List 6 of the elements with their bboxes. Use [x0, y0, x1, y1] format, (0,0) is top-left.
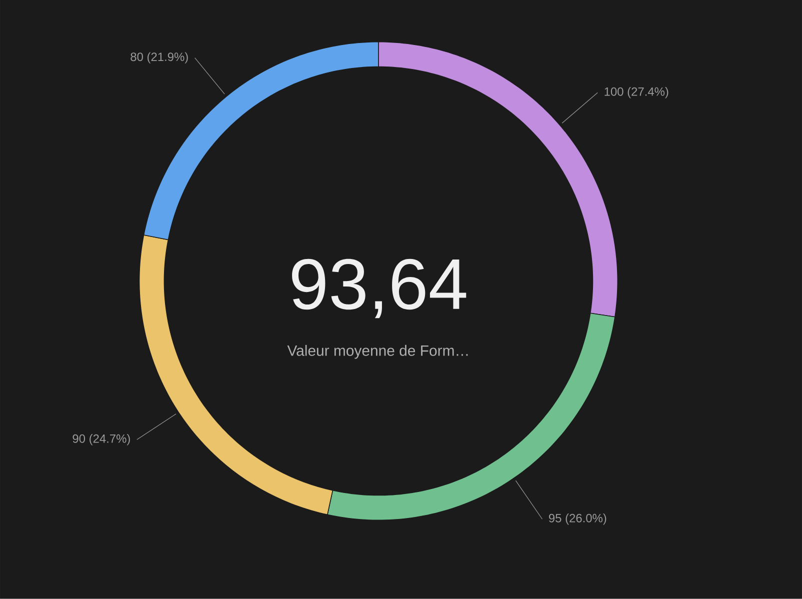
data-label: 95 (26.0%)	[548, 514, 606, 525]
text: 93,64	[292, 258, 466, 318]
text: Valeur moyenne de Form…	[287, 344, 468, 359]
data-label: 90 (24.7%)	[72, 434, 130, 446]
data-label: 80 (21.9%)	[130, 52, 188, 64]
data-label: 100 (27.4%)	[604, 87, 668, 98]
